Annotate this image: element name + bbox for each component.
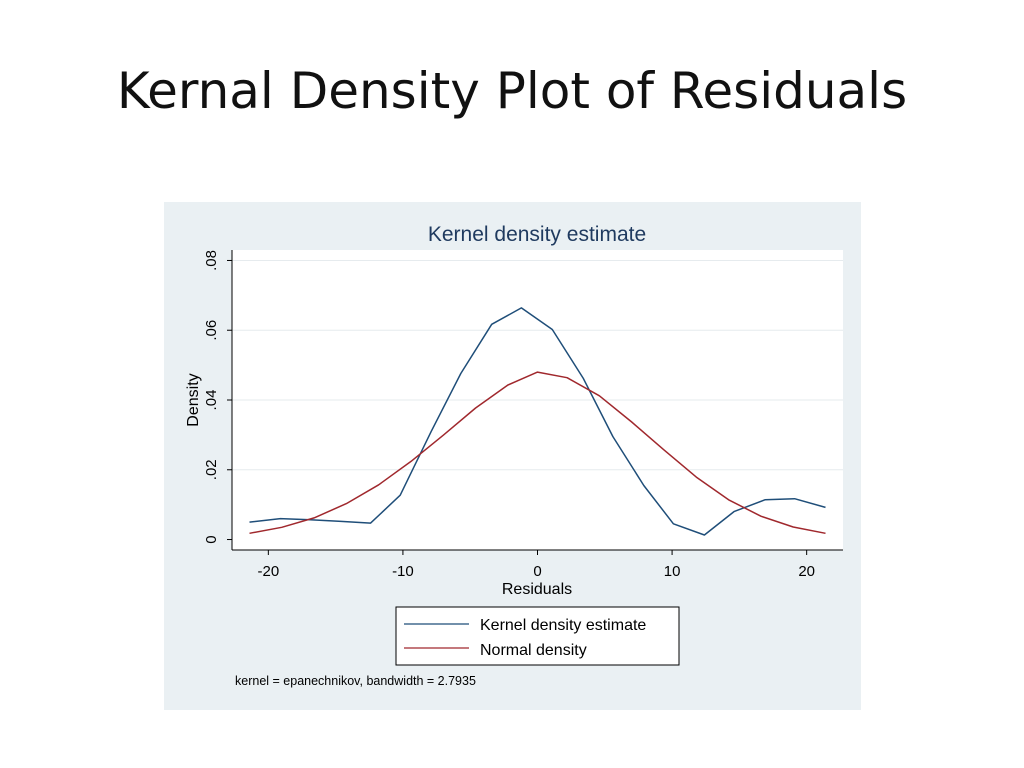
legend-box <box>395 606 680 666</box>
x-tick-label: 20 <box>798 563 815 580</box>
y-tick-label: .06 <box>203 320 220 341</box>
legend-label-kernel: Kernel density estimate <box>480 617 646 634</box>
y-tick-label: .02 <box>203 459 220 480</box>
x-tick-label: -20 <box>257 563 279 580</box>
grid-lines <box>232 259 843 471</box>
y-axis-label: Density <box>185 373 202 426</box>
y-tick-label: .08 <box>203 250 220 271</box>
chart-title: Kernel density estimate <box>428 223 646 246</box>
x-axis-label: Residuals <box>502 581 572 598</box>
y-tick-label: .04 <box>203 390 220 411</box>
kernel-density-chart: 0 .02 .04 .06 .08 -20 -10 0 10 20 Kernel density… <box>185 223 843 688</box>
chart-panel: 0 .02 .04 .06 .08 -20 -10 0 10 20 Kernel density… <box>164 202 861 710</box>
legend-label-normal: Normal density <box>480 642 587 659</box>
series-lines <box>249 307 826 536</box>
legend: Kernel density estimate Normal density <box>395 606 680 666</box>
chart-note: kernel = epanechnikov, bandwidth = 2.793… <box>235 674 476 688</box>
x-tick-label: 0 <box>533 563 541 580</box>
x-tick-label: -10 <box>392 563 414 580</box>
x-ticks: -20 -10 0 10 20 <box>257 550 815 580</box>
x-tick-label: 10 <box>664 563 681 580</box>
series-line-0 <box>249 307 826 536</box>
slide-title: Kernal Density Plot of Residuals <box>116 62 908 120</box>
y-tick-label: 0 <box>203 535 220 543</box>
y-ticks: 0 .02 .04 .06 .08 <box>203 250 232 544</box>
series-line-1 <box>249 371 826 535</box>
